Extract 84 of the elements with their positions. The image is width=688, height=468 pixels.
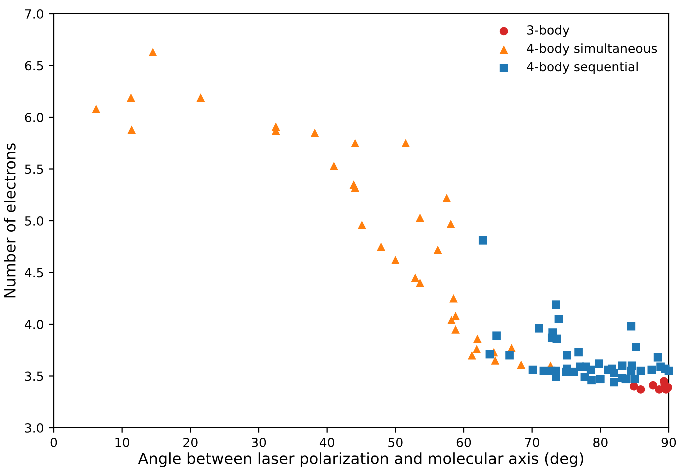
point	[478, 236, 488, 245]
point	[450, 294, 458, 303]
point	[552, 300, 560, 309]
point	[517, 360, 526, 370]
point	[92, 105, 101, 114]
x-tick-label: 0	[50, 438, 58, 448]
point	[127, 94, 136, 102]
point	[196, 94, 206, 102]
point	[448, 316, 456, 325]
point	[628, 362, 636, 370]
x-tick-label: 70	[525, 438, 540, 448]
point	[586, 366, 596, 374]
point	[610, 378, 618, 387]
point	[595, 360, 604, 368]
point	[392, 256, 400, 264]
y-tick-label: 4.5	[25, 268, 44, 278]
legend-label: 4-body sequential	[527, 62, 638, 74]
point	[416, 278, 424, 288]
point	[547, 366, 556, 376]
y-tick-label: 5.0	[25, 216, 44, 226]
point	[618, 362, 627, 370]
point	[552, 334, 562, 344]
point	[468, 351, 476, 360]
x-tick-label: 20	[184, 438, 198, 448]
y-tick-label: 3.5	[25, 372, 44, 382]
point	[528, 366, 538, 374]
point	[562, 368, 571, 376]
point	[588, 376, 596, 385]
x-tick-label: 80	[594, 438, 608, 448]
point	[402, 139, 410, 148]
point	[636, 366, 646, 376]
y-tick-label: 3.0	[25, 423, 44, 433]
point	[442, 194, 452, 202]
y-axis-title: Number of electrons	[4, 144, 16, 298]
point	[411, 274, 420, 282]
point	[377, 242, 386, 252]
y-tick-label: 6.0	[25, 112, 44, 122]
x-axis-title: Angle between laser polarization and molecular axis (deg)	[138, 452, 584, 468]
point	[486, 350, 494, 359]
point	[310, 128, 320, 138]
point	[351, 139, 360, 148]
x-tick-label: 50	[388, 438, 403, 448]
point	[128, 126, 136, 134]
legend-label: 3-body	[528, 25, 570, 38]
point	[452, 312, 460, 320]
point	[416, 214, 424, 222]
point	[563, 351, 572, 360]
point	[491, 356, 500, 365]
point	[474, 334, 482, 344]
point	[472, 345, 482, 354]
point	[636, 386, 646, 394]
y-tick-label: 7.0	[25, 9, 44, 19]
point	[596, 375, 605, 384]
point	[554, 315, 564, 324]
point	[649, 381, 658, 390]
point	[434, 246, 442, 254]
point	[552, 373, 560, 382]
point	[574, 348, 583, 357]
x-tick-label: 30	[252, 438, 266, 448]
point	[664, 366, 674, 376]
y-tick-label: 6.5	[25, 61, 44, 71]
x-tick-label: 60	[456, 438, 472, 448]
point	[452, 326, 460, 334]
point	[648, 366, 656, 374]
point	[632, 343, 640, 352]
point	[506, 351, 514, 360]
point	[654, 353, 662, 362]
y-tick-label: 5.5	[25, 164, 44, 174]
point	[627, 322, 636, 331]
legend-label: 4-body simultaneous	[527, 44, 658, 56]
point	[351, 184, 360, 192]
point	[330, 162, 338, 170]
point	[358, 220, 366, 230]
x-tick-label: 10	[116, 438, 130, 448]
point	[492, 332, 501, 340]
point	[535, 324, 544, 333]
y-tick-label: 4.0	[25, 320, 44, 330]
x-tick-label: 90	[662, 438, 676, 448]
point	[610, 368, 618, 378]
point	[630, 375, 639, 384]
point	[148, 48, 158, 56]
point	[446, 220, 456, 228]
x-tick-label: 40	[320, 438, 334, 448]
point	[622, 375, 630, 384]
